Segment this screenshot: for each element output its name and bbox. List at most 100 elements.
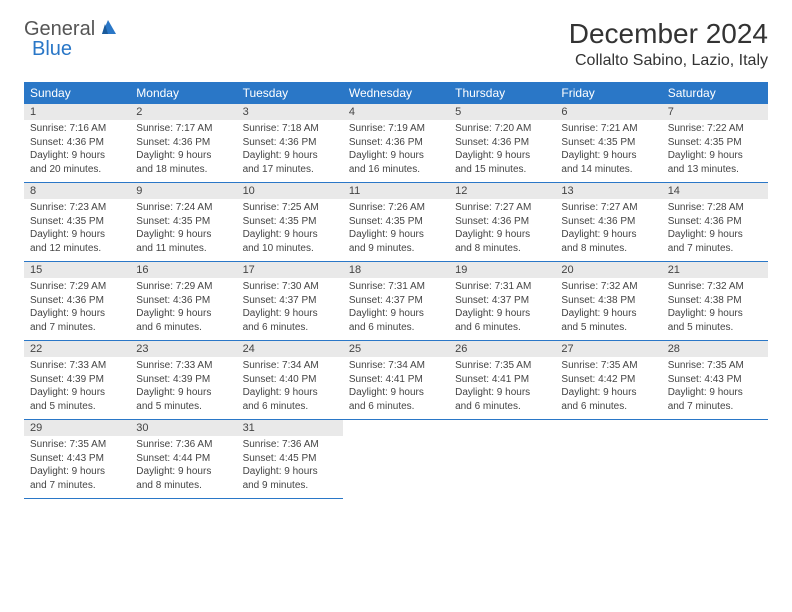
day-info: Sunrise: 7:25 AMSunset: 4:35 PMDaylight:… — [237, 199, 343, 261]
day-cell: 2Sunrise: 7:17 AMSunset: 4:36 PMDaylight… — [130, 104, 236, 183]
day-cell: 27Sunrise: 7:35 AMSunset: 4:42 PMDayligh… — [555, 341, 661, 420]
day-info: Sunrise: 7:35 AMSunset: 4:43 PMDaylight:… — [662, 357, 768, 419]
day-cell: 24Sunrise: 7:34 AMSunset: 4:40 PMDayligh… — [237, 341, 343, 420]
dayname-wed: Wednesday — [343, 82, 449, 104]
day-number: 15 — [24, 262, 130, 278]
day-info: Sunrise: 7:33 AMSunset: 4:39 PMDaylight:… — [130, 357, 236, 419]
day-info: Sunrise: 7:16 AMSunset: 4:36 PMDaylight:… — [24, 120, 130, 182]
day-cell: 26Sunrise: 7:35 AMSunset: 4:41 PMDayligh… — [449, 341, 555, 420]
day-number: 22 — [24, 341, 130, 357]
day-number: 3 — [237, 104, 343, 120]
day-info: Sunrise: 7:34 AMSunset: 4:40 PMDaylight:… — [237, 357, 343, 419]
day-number: 14 — [662, 183, 768, 199]
day-info: Sunrise: 7:31 AMSunset: 4:37 PMDaylight:… — [449, 278, 555, 340]
day-cell: 13Sunrise: 7:27 AMSunset: 4:36 PMDayligh… — [555, 183, 661, 262]
day-cell: 30Sunrise: 7:36 AMSunset: 4:44 PMDayligh… — [130, 420, 236, 499]
title-block: December 2024 Collalto Sabino, Lazio, It… — [569, 18, 768, 70]
day-number: 17 — [237, 262, 343, 278]
day-cell: 17Sunrise: 7:30 AMSunset: 4:37 PMDayligh… — [237, 262, 343, 341]
empty-cell — [449, 420, 555, 499]
day-cell: 21Sunrise: 7:32 AMSunset: 4:38 PMDayligh… — [662, 262, 768, 341]
day-number: 25 — [343, 341, 449, 357]
day-info: Sunrise: 7:21 AMSunset: 4:35 PMDaylight:… — [555, 120, 661, 182]
day-cell: 12Sunrise: 7:27 AMSunset: 4:36 PMDayligh… — [449, 183, 555, 262]
dayname-sat: Saturday — [662, 82, 768, 104]
day-number: 13 — [555, 183, 661, 199]
week-row: 22Sunrise: 7:33 AMSunset: 4:39 PMDayligh… — [24, 341, 768, 420]
day-number: 26 — [449, 341, 555, 357]
day-cell: 25Sunrise: 7:34 AMSunset: 4:41 PMDayligh… — [343, 341, 449, 420]
day-info: Sunrise: 7:27 AMSunset: 4:36 PMDaylight:… — [449, 199, 555, 261]
week-row: 15Sunrise: 7:29 AMSunset: 4:36 PMDayligh… — [24, 262, 768, 341]
calendar-table: Sunday Monday Tuesday Wednesday Thursday… — [24, 82, 768, 499]
dayname-mon: Monday — [130, 82, 236, 104]
day-number: 8 — [24, 183, 130, 199]
day-number: 19 — [449, 262, 555, 278]
week-row: 8Sunrise: 7:23 AMSunset: 4:35 PMDaylight… — [24, 183, 768, 262]
location: Collalto Sabino, Lazio, Italy — [569, 52, 768, 70]
day-info: Sunrise: 7:31 AMSunset: 4:37 PMDaylight:… — [343, 278, 449, 340]
day-number: 1 — [24, 104, 130, 120]
day-cell: 16Sunrise: 7:29 AMSunset: 4:36 PMDayligh… — [130, 262, 236, 341]
day-info: Sunrise: 7:32 AMSunset: 4:38 PMDaylight:… — [662, 278, 768, 340]
day-number: 23 — [130, 341, 236, 357]
day-number: 30 — [130, 420, 236, 436]
day-info: Sunrise: 7:27 AMSunset: 4:36 PMDaylight:… — [555, 199, 661, 261]
dayname-tue: Tuesday — [237, 82, 343, 104]
day-info: Sunrise: 7:20 AMSunset: 4:36 PMDaylight:… — [449, 120, 555, 182]
day-number: 12 — [449, 183, 555, 199]
day-cell: 23Sunrise: 7:33 AMSunset: 4:39 PMDayligh… — [130, 341, 236, 420]
calendar-page: General Blue December 2024 Collalto Sabi… — [0, 0, 792, 517]
day-cell: 28Sunrise: 7:35 AMSunset: 4:43 PMDayligh… — [662, 341, 768, 420]
day-number: 18 — [343, 262, 449, 278]
logo: General Blue — [24, 18, 118, 41]
day-cell: 9Sunrise: 7:24 AMSunset: 4:35 PMDaylight… — [130, 183, 236, 262]
day-number: 16 — [130, 262, 236, 278]
day-info: Sunrise: 7:23 AMSunset: 4:35 PMDaylight:… — [24, 199, 130, 261]
day-cell: 22Sunrise: 7:33 AMSunset: 4:39 PMDayligh… — [24, 341, 130, 420]
day-number: 10 — [237, 183, 343, 199]
day-cell: 19Sunrise: 7:31 AMSunset: 4:37 PMDayligh… — [449, 262, 555, 341]
day-number: 11 — [343, 183, 449, 199]
day-info: Sunrise: 7:32 AMSunset: 4:38 PMDaylight:… — [555, 278, 661, 340]
day-number: 7 — [662, 104, 768, 120]
day-info: Sunrise: 7:35 AMSunset: 4:43 PMDaylight:… — [24, 436, 130, 498]
day-number: 6 — [555, 104, 661, 120]
day-info: Sunrise: 7:35 AMSunset: 4:42 PMDaylight:… — [555, 357, 661, 419]
day-cell: 8Sunrise: 7:23 AMSunset: 4:35 PMDaylight… — [24, 183, 130, 262]
empty-cell — [555, 420, 661, 499]
day-number: 31 — [237, 420, 343, 436]
day-cell: 4Sunrise: 7:19 AMSunset: 4:36 PMDaylight… — [343, 104, 449, 183]
day-cell: 14Sunrise: 7:28 AMSunset: 4:36 PMDayligh… — [662, 183, 768, 262]
day-number: 2 — [130, 104, 236, 120]
dayname-thu: Thursday — [449, 82, 555, 104]
day-cell: 10Sunrise: 7:25 AMSunset: 4:35 PMDayligh… — [237, 183, 343, 262]
day-info: Sunrise: 7:36 AMSunset: 4:45 PMDaylight:… — [237, 436, 343, 498]
day-info: Sunrise: 7:35 AMSunset: 4:41 PMDaylight:… — [449, 357, 555, 419]
day-info: Sunrise: 7:24 AMSunset: 4:35 PMDaylight:… — [130, 199, 236, 261]
day-cell: 7Sunrise: 7:22 AMSunset: 4:35 PMDaylight… — [662, 104, 768, 183]
day-info: Sunrise: 7:17 AMSunset: 4:36 PMDaylight:… — [130, 120, 236, 182]
day-cell: 11Sunrise: 7:26 AMSunset: 4:35 PMDayligh… — [343, 183, 449, 262]
day-cell: 31Sunrise: 7:36 AMSunset: 4:45 PMDayligh… — [237, 420, 343, 499]
day-info: Sunrise: 7:19 AMSunset: 4:36 PMDaylight:… — [343, 120, 449, 182]
day-cell: 6Sunrise: 7:21 AMSunset: 4:35 PMDaylight… — [555, 104, 661, 183]
day-cell: 3Sunrise: 7:18 AMSunset: 4:36 PMDaylight… — [237, 104, 343, 183]
day-number: 21 — [662, 262, 768, 278]
day-number: 29 — [24, 420, 130, 436]
day-number: 4 — [343, 104, 449, 120]
day-cell: 29Sunrise: 7:35 AMSunset: 4:43 PMDayligh… — [24, 420, 130, 499]
day-cell: 18Sunrise: 7:31 AMSunset: 4:37 PMDayligh… — [343, 262, 449, 341]
day-info: Sunrise: 7:18 AMSunset: 4:36 PMDaylight:… — [237, 120, 343, 182]
empty-cell — [662, 420, 768, 499]
dayname-fri: Friday — [555, 82, 661, 104]
day-info: Sunrise: 7:33 AMSunset: 4:39 PMDaylight:… — [24, 357, 130, 419]
day-cell: 5Sunrise: 7:20 AMSunset: 4:36 PMDaylight… — [449, 104, 555, 183]
empty-cell — [343, 420, 449, 499]
day-info: Sunrise: 7:22 AMSunset: 4:35 PMDaylight:… — [662, 120, 768, 182]
day-info: Sunrise: 7:29 AMSunset: 4:36 PMDaylight:… — [130, 278, 236, 340]
day-number: 20 — [555, 262, 661, 278]
header: General Blue December 2024 Collalto Sabi… — [24, 18, 768, 70]
week-row: 1Sunrise: 7:16 AMSunset: 4:36 PMDaylight… — [24, 104, 768, 183]
logo-text-blue: Blue — [32, 38, 72, 60]
